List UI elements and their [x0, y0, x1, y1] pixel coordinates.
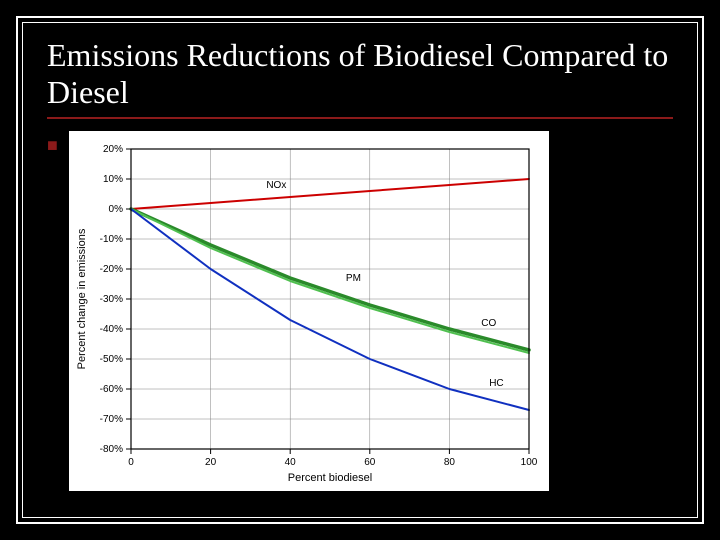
chart-container: NOx PM CO HC 0 20 40 60 80 100 -80% -70% -60% -50% -40…	[69, 131, 549, 491]
svg-text:Percent biodiesel: Percent biodiesel	[288, 472, 372, 484]
content-row: ■ NOx PM CO HC 0 20 40 60 80 100 -80% -70% -60% -50% -…	[47, 131, 673, 491]
slide-frame-outer: Emissions Reductions of Biodiesel Compar…	[16, 16, 704, 524]
svg-text:-20%: -20%	[100, 264, 123, 275]
svg-text:-30%: -30%	[100, 294, 123, 305]
svg-text:40: 40	[285, 457, 297, 468]
svg-text:-70%: -70%	[100, 414, 123, 425]
svg-text:0: 0	[128, 457, 134, 468]
svg-text:PM: PM	[346, 273, 361, 284]
title-underline	[47, 117, 673, 119]
svg-text:HC: HC	[489, 378, 503, 389]
svg-text:100: 100	[521, 457, 538, 468]
svg-text:Percent change in emissions: Percent change in emissions	[76, 228, 88, 369]
svg-text:NOx: NOx	[266, 180, 286, 191]
svg-text:-50%: -50%	[100, 354, 123, 365]
slide-frame-inner: Emissions Reductions of Biodiesel Compar…	[22, 22, 698, 518]
chart-svg: NOx PM CO HC 0 20 40 60 80 100 -80% -70% -60% -50% -40…	[69, 131, 549, 491]
svg-text:10%: 10%	[103, 174, 123, 185]
svg-text:0%: 0%	[109, 204, 124, 215]
svg-text:-40%: -40%	[100, 324, 123, 335]
svg-text:-10%: -10%	[100, 234, 123, 245]
svg-text:20%: 20%	[103, 144, 123, 155]
svg-text:60: 60	[364, 457, 376, 468]
svg-text:80: 80	[444, 457, 456, 468]
bullet-icon: ■	[47, 135, 65, 156]
svg-text:CO: CO	[481, 318, 496, 329]
svg-text:-80%: -80%	[100, 444, 123, 455]
svg-text:-60%: -60%	[100, 384, 123, 395]
slide-title: Emissions Reductions of Biodiesel Compar…	[47, 37, 673, 111]
emissions-chart: NOx PM CO HC 0 20 40 60 80 100 -80% -70% -60% -50% -40…	[69, 131, 549, 491]
svg-text:20: 20	[205, 457, 217, 468]
